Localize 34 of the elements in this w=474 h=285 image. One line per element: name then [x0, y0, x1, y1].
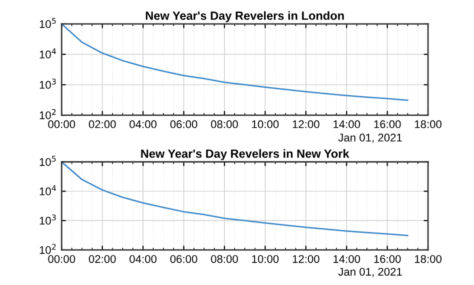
x-tick-label: 04:00 [130, 120, 157, 128]
x-tick-label: 16:00 [374, 255, 401, 263]
x-tick-label: 18:00 [414, 120, 442, 128]
y-tick-label: 10$^{3}$ [40, 78, 56, 89]
x-tick-label: 10:00 [252, 255, 279, 263]
chart-title: New Year's Day Revelers in London [146, 11, 344, 22]
line-series [62, 24, 408, 101]
x-tick-label: 16:00 [374, 120, 401, 128]
x-tick-label: 08:00 [211, 120, 238, 128]
x-tick-label: 00:00 [48, 255, 76, 263]
y-tick-label: 10$^{5}$ [40, 156, 56, 166]
x-tick-label: 04:00 [130, 255, 157, 263]
x-tick-label: 18:00 [414, 255, 442, 263]
x-tick-label: 02:00 [88, 255, 116, 263]
x-tick-label: 14:00 [334, 120, 360, 128]
y-tick-label: 10$^{4}$ [40, 185, 56, 196]
chart-title: New Year's Day Revelers in New York [141, 149, 350, 160]
y-tick-label: 10$^{3}$ [40, 214, 56, 225]
text: Jan 01, 2021 [338, 268, 402, 278]
x-tick-label: 06:00 [170, 120, 198, 128]
x-tick-label: 00:00 [48, 120, 76, 128]
y-tick-label: 10$^{5}$ [40, 18, 56, 28]
x-tick-label: 12:00 [292, 120, 320, 128]
y-tick-label: 10$^{4}$ [40, 48, 56, 58]
y-tick-label: 10$^{2}$ [40, 109, 56, 120]
x-tick-label: 12:00 [292, 255, 320, 263]
x-tick-label: 10:00 [252, 120, 279, 128]
x-tick-label: 14:00 [334, 255, 360, 263]
text: Jan 01, 2021 [338, 134, 402, 143]
line-series [62, 162, 408, 236]
y-tick-label: 10$^{2}$ [40, 244, 56, 254]
x-tick-label: 08:00 [211, 255, 238, 263]
x-tick-label: 06:00 [170, 255, 198, 263]
x-tick-label: 02:00 [88, 120, 116, 128]
